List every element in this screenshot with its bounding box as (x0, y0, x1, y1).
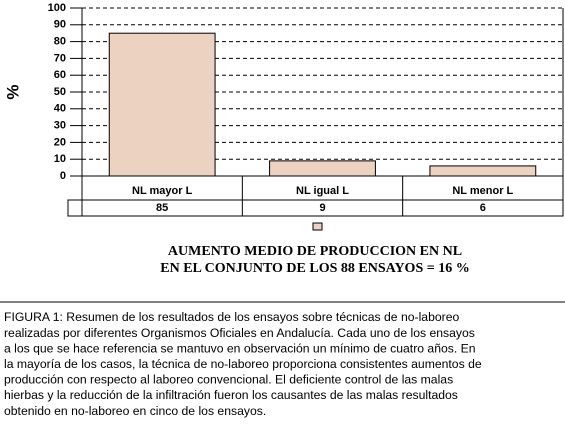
caption-line: la mayoría de los casos, la técnica de n… (4, 357, 482, 371)
table-value: 6 (480, 202, 486, 214)
annotation: AUMENTO MEDIO DE PRODUCCION EN NL (168, 244, 462, 259)
y-tick-label: 90 (54, 19, 66, 31)
caption-line: hierbas y la reducción de la infiltració… (4, 388, 458, 402)
caption-line: producción con respecto al laboreo conve… (4, 373, 453, 387)
legend-swatch (312, 222, 323, 231)
table-frame (67, 199, 564, 217)
x-tick-label: NL mayor L (132, 185, 193, 197)
y-tick-label: 60 (54, 69, 66, 81)
annotation: EN EL CONJUNTO DE LOS 88 ENSAYOS = 16 % (160, 261, 469, 276)
y-tick-label: 0 (60, 170, 66, 182)
caption-line: FIGURA 1: Resumen de los resultados de l… (4, 310, 459, 324)
y-tick-label: 80 (54, 36, 66, 48)
bar (269, 160, 376, 177)
table-value: 85 (156, 202, 168, 214)
table-value: 9 (319, 202, 325, 214)
y-tick-label: 50 (54, 86, 66, 98)
y-tick-label: 40 (54, 103, 66, 115)
y-tick-label: 20 (54, 136, 66, 148)
caption-line: obtenido en no-laboreo en cinco de los e… (4, 404, 266, 418)
y-tick-label: 100 (48, 2, 66, 14)
x-tick-label: NL igual L (296, 185, 349, 197)
bar (108, 32, 216, 177)
x-tick-label: NL menor L (452, 185, 513, 197)
y-tick-label: 10 (54, 153, 66, 165)
y-tick-label: 70 (54, 52, 66, 64)
y-tick-label: 30 (54, 120, 66, 132)
caption-line: realizadas por diferentes Organismos Ofi… (4, 326, 475, 340)
bar (429, 165, 537, 177)
caption-line: a los que se hace referencia se mantuvo … (4, 341, 476, 355)
y-axis-label: % (3, 84, 22, 99)
